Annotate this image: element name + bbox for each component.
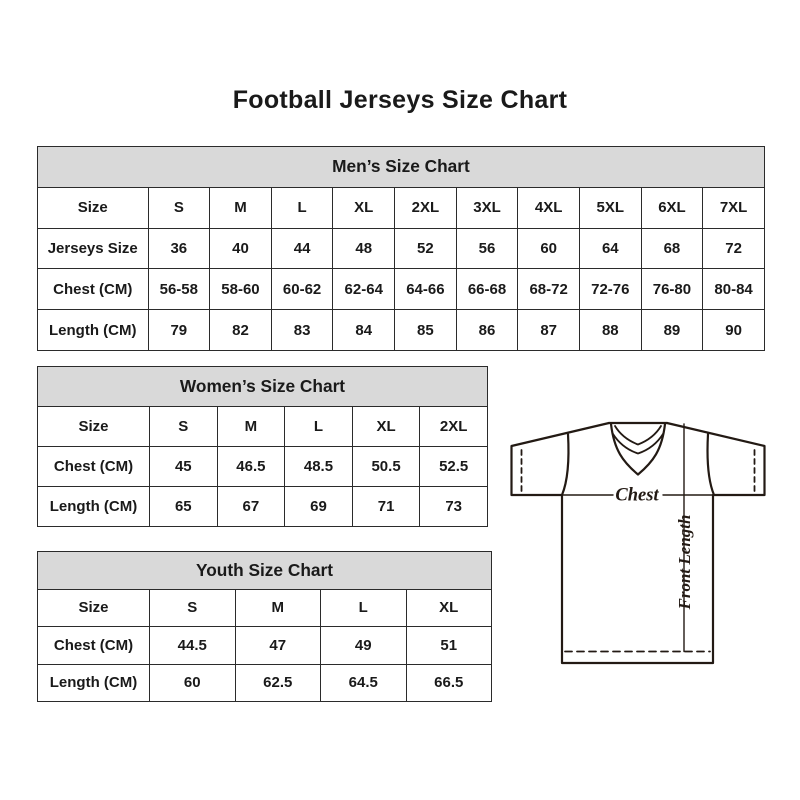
svg-text:Chest: Chest — [615, 486, 659, 506]
svg-text:Front Length: Front Length — [675, 515, 694, 611]
